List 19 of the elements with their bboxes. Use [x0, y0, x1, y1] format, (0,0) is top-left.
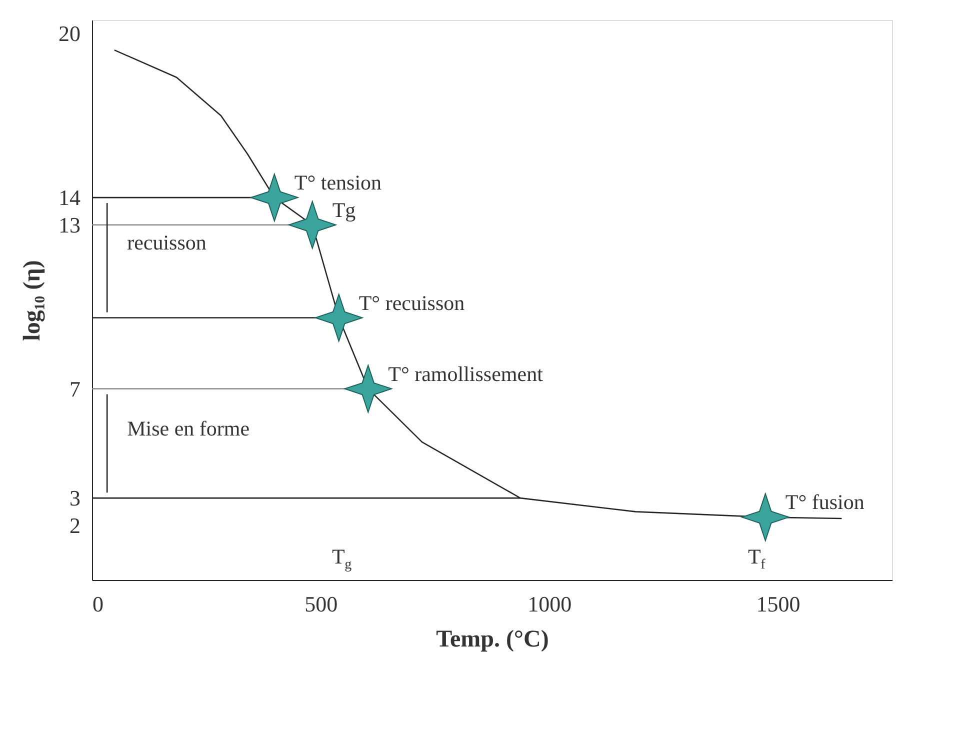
- y-tick-label: 20: [58, 21, 80, 46]
- x-tick-label: 0: [92, 592, 104, 616]
- y-tick-label: 13: [58, 212, 80, 238]
- annotation: T° ramollissement: [388, 362, 544, 386]
- annotation: T° recuisson: [358, 290, 466, 315]
- y-tick-label: 14: [58, 185, 80, 210]
- annotation: T° fusion: [785, 490, 865, 514]
- x-axis-title: Temp. (°C): [436, 626, 549, 652]
- y-tick-label: 3: [70, 486, 80, 511]
- y-tick-label: 7: [70, 376, 80, 402]
- x-tick-label: 500: [304, 592, 338, 616]
- y-tick-label: 2: [70, 512, 80, 538]
- annotation: recuisson: [127, 230, 207, 255]
- y-axis-title: log₁₀ (η): [20, 260, 46, 341]
- annotation: T° tension: [294, 170, 382, 195]
- annotation: Mise en forme: [127, 416, 250, 440]
- x-tick-label: 1000: [528, 592, 572, 616]
- x-tick-label: 1500: [756, 592, 800, 616]
- annotation: Tg: [332, 198, 356, 222]
